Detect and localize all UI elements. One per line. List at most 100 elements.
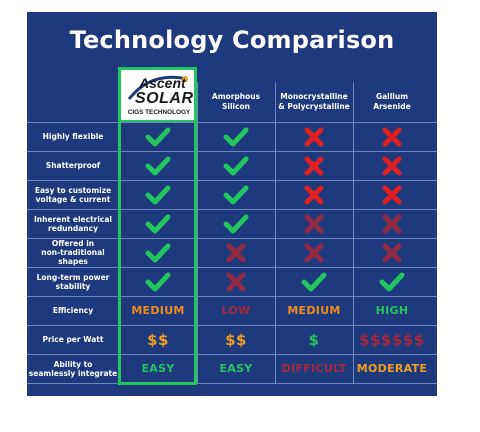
row-label-line: redundancy [48,223,98,233]
row-label: Efficiency [27,296,119,325]
grid-divider [353,82,354,383]
grid-divider [27,238,437,239]
comparison-cell [353,122,431,151]
comparison-cell: $$ [197,325,275,354]
check-icon [223,213,249,235]
row-label: Inherent electrical redundancy [27,209,119,238]
column-header-line: Amorphous [211,92,261,101]
cross-icon [303,213,325,235]
logo-text-ascent: Ascent [139,75,186,91]
comparison-cell: MEDIUM [275,296,353,325]
rating-value: MEDIUM [131,304,185,317]
comparison-cell [353,238,431,267]
row-label: Shatterproof [27,151,119,180]
grid-divider [197,82,198,383]
row-label: Easy to customize voltage & current [27,180,119,209]
grid-divider [27,354,437,355]
comparison-cell: $$$$$$ [353,325,431,354]
column-header-line: Arsenide [373,102,411,111]
row-label-line: Efficiency [52,306,94,315]
comparison-cell [275,180,353,209]
comparison-cell [119,209,197,238]
comparison-cell [119,238,197,267]
rating-value: DIFFICULT [281,362,347,375]
grid-divider [27,267,437,268]
row-label-line: Long-term power [36,272,110,282]
comparison-cell [275,151,353,180]
grid-divider [275,82,276,383]
cross-icon [381,242,403,264]
grid-divider [27,122,437,123]
check-icon [145,184,171,206]
comparison-panel: Technology Comparison Ascent SOLAR CIGS … [27,12,437,396]
cross-icon [303,242,325,264]
comparison-cell: $ [275,325,353,354]
row-label-line: Price per Watt [42,335,104,344]
row-label-line: Highly flexible [42,132,104,141]
grid-divider [27,325,437,326]
grid-divider [27,151,437,152]
comparison-cell: DIFFICULT [275,354,353,383]
comparison-cell: MEDIUM [119,296,197,325]
price-value: $ [308,330,320,349]
comparison-cell [119,122,197,151]
comparison-cell [197,238,275,267]
price-value: $$ [225,330,247,349]
grid-divider [27,296,437,297]
logo-text-solar: SOLAR [135,90,194,107]
comparison-cell [119,180,197,209]
logo-text-cigs: CIGS TECHNOLOGY [127,109,191,116]
check-icon [223,126,249,148]
sun-arc-icon [127,75,188,100]
column-header: Amorphous Silicon [197,92,275,112]
row-label: Offered in non-traditional shapes [27,238,119,267]
comparison-cell: LOW [197,296,275,325]
comparison-cell [353,180,431,209]
column-header-line: Gallium [375,92,409,101]
row-label-line: non-traditional shapes [41,248,105,266]
cross-icon [303,126,325,148]
grid-divider [27,209,437,210]
comparison-cell [275,122,353,151]
rating-value: MODERATE [356,362,428,375]
column-header: Gallium Arsenide [353,92,431,112]
check-icon [223,184,249,206]
row-label: Long-term power stability [27,267,119,296]
column-header: Monocrystalline & Polycrystalline [275,92,353,112]
comparison-cell [275,209,353,238]
rating-value: LOW [221,304,251,317]
rating-value: EASY [219,362,253,375]
page-title: Technology Comparison [69,26,395,54]
row-label: Highly flexible [27,122,119,151]
ascent-column-highlight [118,67,197,385]
comparison-cell [197,180,275,209]
row-label: Ability to seamlessly integrate [27,354,119,383]
row-label-line: Inherent electrical [34,214,112,224]
rating-value: HIGH [375,304,409,317]
cross-icon [225,271,247,293]
check-icon [379,271,405,293]
price-value: $$ [147,330,169,349]
check-icon [145,126,171,148]
check-icon [301,271,327,293]
cross-icon [381,126,403,148]
comparison-cell [197,209,275,238]
comparison-cell [353,151,431,180]
check-icon [145,242,171,264]
row-label-line: Ability to [53,359,93,369]
cross-icon [381,155,403,177]
column-header-line: Monocrystalline [280,92,348,101]
check-icon [145,155,171,177]
comparison-cell [197,151,275,180]
comparison-cell: EASY [197,354,275,383]
rating-value: EASY [141,362,175,375]
row-label-line: Offered in [51,239,95,248]
row-label-line: Easy to customize [34,185,112,195]
grid-divider [27,383,437,384]
row-label-line: Shatterproof [45,161,101,170]
comparison-cell: EASY [119,354,197,383]
price-value: $$$$$$ [359,330,425,349]
comparison-cell [197,267,275,296]
column-header-line: Silicon [221,102,251,111]
comparison-cell [275,238,353,267]
